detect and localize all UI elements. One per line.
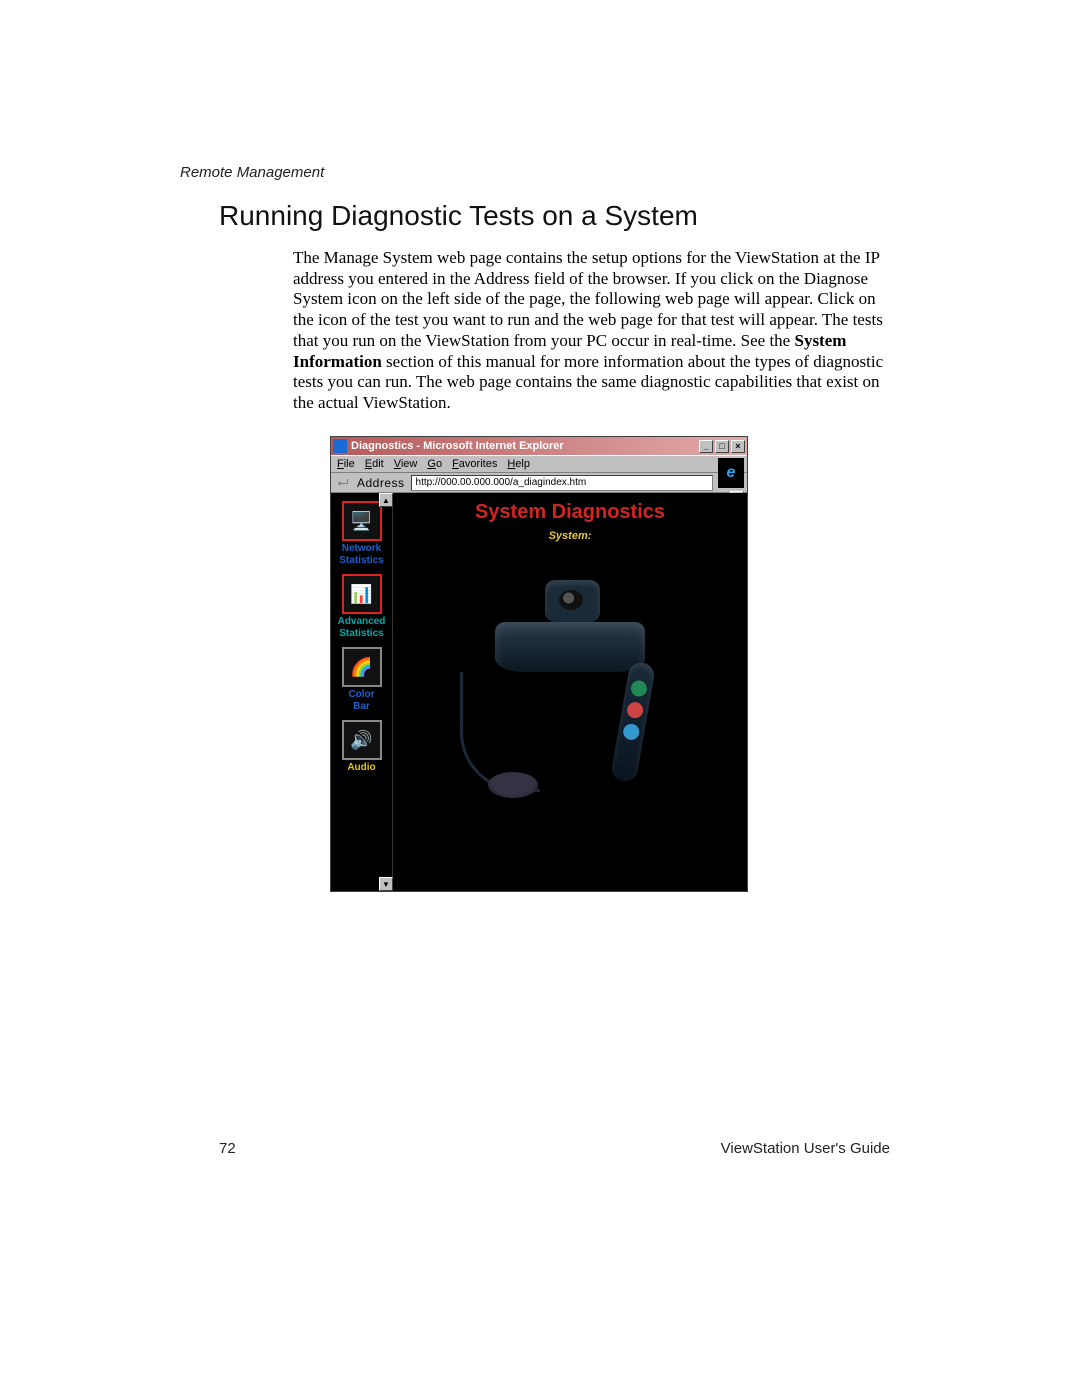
diagnostics-subtitle: System:: [393, 530, 747, 542]
network-statistics-icon: 🖥️: [342, 501, 382, 541]
window-buttons: _ □ ×: [699, 440, 745, 453]
running-head: Remote Management: [180, 164, 324, 181]
menu-favorites[interactable]: Favorites: [452, 458, 497, 470]
address-input[interactable]: http://000.00.000.000/a_diagindex.htm: [411, 475, 713, 491]
ie-logo-icon: [718, 458, 744, 488]
diagnostics-title: System Diagnostics: [393, 501, 747, 524]
menu-help[interactable]: Help: [507, 458, 530, 470]
device-camera-icon: [545, 580, 600, 622]
sidebar-item[interactable]: 🖥️NetworkStatistics: [336, 497, 388, 566]
menu-edit[interactable]: Edit: [365, 458, 384, 470]
sidebar-item[interactable]: 🔊 Audio: [336, 716, 388, 774]
menubar: File Edit View Go Favorites Help: [331, 455, 747, 473]
audio-icon: 🔊: [342, 720, 382, 760]
document-page: Remote Management Running Diagnostic Tes…: [0, 0, 1080, 1397]
window-title: Diagnostics - Microsoft Internet Explore…: [351, 440, 699, 452]
menu-view[interactable]: View: [394, 458, 418, 470]
window-titlebar: Diagnostics - Microsoft Internet Explore…: [331, 437, 747, 455]
sidebar-scroll-up-icon[interactable]: ▲: [379, 493, 393, 507]
diagnostics-sidebar: ▲ 🖥️NetworkStatistics📊AdvancedStatistics…: [331, 493, 393, 891]
color-bar-icon: 🌈: [342, 647, 382, 687]
device-remote-icon: [610, 661, 656, 784]
diagnostics-main: System Diagnostics System:: [393, 493, 747, 891]
device-mic-icon: [488, 772, 538, 798]
close-button[interactable]: ×: [731, 440, 745, 453]
back-icon[interactable]: ⮠: [335, 475, 351, 491]
address-toolbar: ⮠ Address http://000.00.000.000/a_diagin…: [331, 473, 747, 493]
sidebar-item-label: AdvancedStatistics: [338, 616, 386, 639]
sidebar-scroll-down-icon[interactable]: ▼: [379, 877, 393, 891]
sidebar-item-label: ColorBar: [348, 689, 374, 712]
minimize-button[interactable]: _: [699, 440, 713, 453]
page-content: ▲ 🖥️NetworkStatistics📊AdvancedStatistics…: [331, 493, 747, 891]
sidebar-item-label: NetworkStatistics: [339, 543, 383, 566]
device-illustration: [440, 572, 700, 822]
app-icon: [333, 439, 347, 453]
address-label: Address: [357, 476, 405, 490]
sidebar-item-label: Audio: [347, 762, 375, 774]
ie-window: Diagnostics - Microsoft Internet Explore…: [330, 436, 748, 892]
section-title: Running Diagnostic Tests on a System: [219, 200, 698, 232]
menu-go[interactable]: Go: [427, 458, 442, 470]
device-codec-icon: [495, 622, 645, 672]
guide-title: ViewStation User's Guide: [721, 1140, 890, 1157]
sidebar-item[interactable]: 📊AdvancedStatistics: [336, 570, 388, 639]
sidebar-item[interactable]: 🌈ColorBar: [336, 643, 388, 712]
advanced-statistics-icon: 📊: [342, 574, 382, 614]
maximize-button[interactable]: □: [715, 440, 729, 453]
menu-file[interactable]: File: [337, 458, 355, 470]
page-number: 72: [219, 1140, 236, 1157]
body-paragraph: The Manage System web page contains the …: [293, 248, 890, 414]
